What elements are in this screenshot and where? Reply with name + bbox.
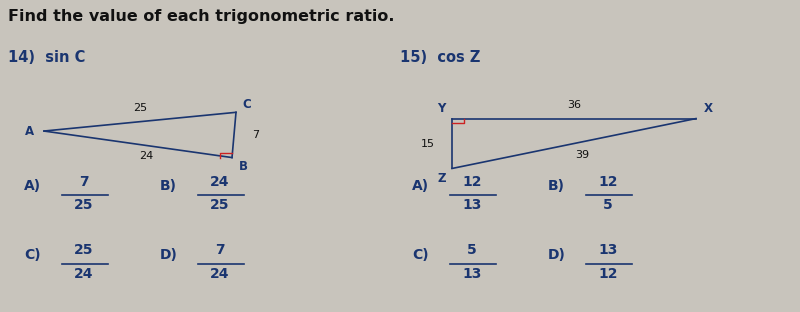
Text: A): A) xyxy=(412,179,429,193)
Text: D): D) xyxy=(160,248,178,262)
Text: 25: 25 xyxy=(133,103,147,113)
Text: C: C xyxy=(242,98,251,111)
Text: 7: 7 xyxy=(251,130,258,140)
Text: D): D) xyxy=(548,248,566,262)
Text: Find the value of each trigonometric ratio.: Find the value of each trigonometric rat… xyxy=(8,9,394,24)
Text: 25: 25 xyxy=(74,243,94,257)
Text: B): B) xyxy=(548,179,565,193)
Text: Y: Y xyxy=(438,102,446,115)
Text: X: X xyxy=(704,102,713,115)
Text: 24: 24 xyxy=(210,175,230,189)
Text: 15: 15 xyxy=(420,139,434,149)
Text: B: B xyxy=(238,160,247,173)
Text: 13: 13 xyxy=(462,267,482,281)
Text: 12: 12 xyxy=(598,175,618,189)
Text: A: A xyxy=(26,124,34,138)
Text: 24: 24 xyxy=(139,151,153,161)
Text: 12: 12 xyxy=(462,175,482,189)
Text: Z: Z xyxy=(437,172,446,185)
Text: 24: 24 xyxy=(210,267,230,281)
Text: 14)  sin C: 14) sin C xyxy=(8,50,86,65)
Text: 7: 7 xyxy=(79,175,89,189)
Text: 12: 12 xyxy=(598,267,618,281)
Text: 13: 13 xyxy=(462,198,482,212)
Text: 7: 7 xyxy=(215,243,225,257)
Text: B): B) xyxy=(160,179,177,193)
Text: 24: 24 xyxy=(74,267,94,281)
Text: C): C) xyxy=(412,248,429,262)
Text: 25: 25 xyxy=(74,198,94,212)
Text: 25: 25 xyxy=(210,198,230,212)
Text: 15)  cos Z: 15) cos Z xyxy=(400,50,480,65)
Text: 36: 36 xyxy=(567,100,581,110)
Text: 5: 5 xyxy=(603,198,613,212)
Text: 5: 5 xyxy=(467,243,477,257)
Text: C): C) xyxy=(24,248,41,262)
Text: 39: 39 xyxy=(575,150,589,160)
Text: A): A) xyxy=(24,179,41,193)
Text: 13: 13 xyxy=(598,243,618,257)
